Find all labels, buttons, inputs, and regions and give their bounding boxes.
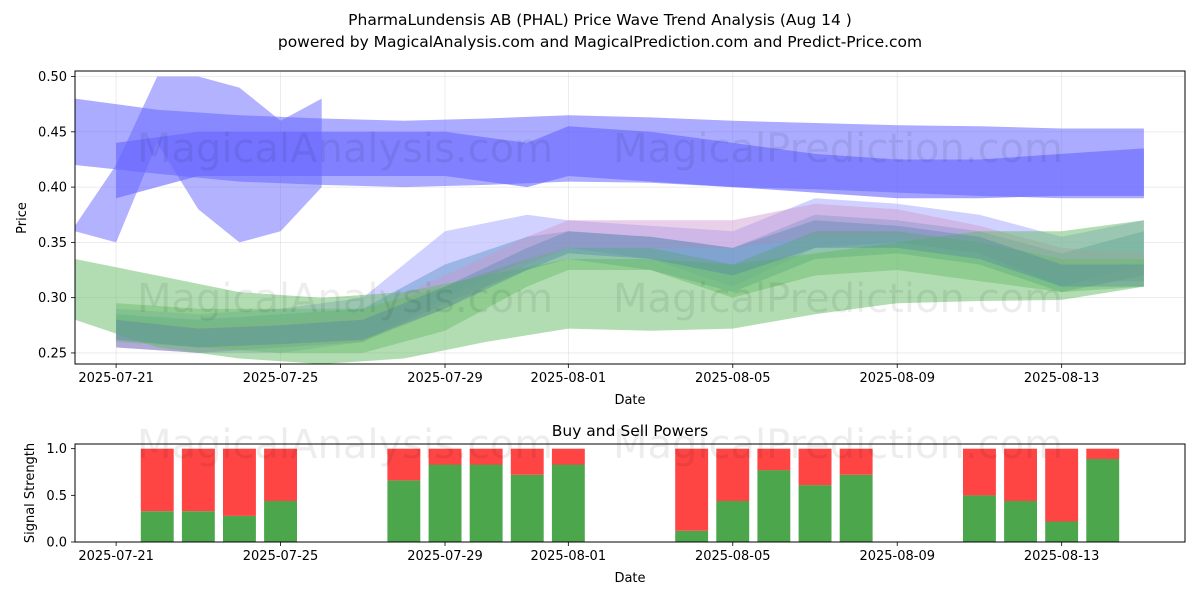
sell-power-bar: [675, 448, 709, 531]
buy-power-bar: [181, 511, 215, 542]
sell-power-bar: [1086, 448, 1120, 459]
signal-x-tick-label: 2025-08-01: [531, 549, 607, 564]
signal-chart: Buy and Sell Powers MagicalAnalysis.com …: [23, 422, 1186, 586]
price-wave-band-8: [116, 231, 1144, 353]
price-x-tick-label: 2025-07-21: [78, 371, 154, 386]
buy-power-bar: [716, 500, 750, 542]
buy-power-bar: [264, 500, 297, 542]
signal-x-tick-label: 2025-08-05: [695, 549, 771, 564]
price-y-tick-label: 0.30: [38, 291, 67, 306]
price-wave-band-9: [116, 220, 1144, 348]
buy-power-bar: [675, 530, 709, 542]
price-wave-band-7: [75, 220, 1144, 364]
price-bands: [75, 76, 1144, 364]
buy-power-bar: [839, 474, 873, 542]
sell-power-bar: [140, 448, 174, 512]
signal-x-ticks: 2025-07-21 2025-07-25 2025-07-29 2025-08-01…: [78, 542, 1099, 564]
sell-power-bar: [264, 448, 297, 501]
sell-power-bar: [428, 448, 462, 465]
buy-power-bar: [1045, 521, 1079, 542]
price-y-tick-label: 0.25: [38, 346, 67, 361]
price-y-tick-label: 0.45: [38, 125, 67, 140]
sell-power-bar: [757, 448, 791, 471]
sell-power-bar: [1004, 448, 1037, 501]
watermark-mid-left: MagicalAnalysis.com: [137, 276, 553, 322]
signal-x-tick-label: 2025-07-25: [243, 549, 319, 564]
watermark-bottom-right: MagicalPrediction.com: [613, 422, 1063, 468]
price-x-tick-label: 2025-07-25: [243, 371, 319, 386]
figure-title-line1: PharmaLundensis AB (PHAL) Price Wave Tre…: [348, 11, 852, 29]
sell-power-bar: [839, 448, 873, 475]
price-x-tick-label: 2025-08-05: [695, 371, 771, 386]
signal-x-tick-label: 2025-07-21: [78, 549, 154, 564]
price-chart: MagicalAnalysis.com MagicalPrediction.co…: [15, 70, 1186, 408]
buy-power-bar: [387, 480, 421, 542]
signal-y-axis-label: Signal Strength: [23, 443, 38, 543]
signal-y-tick-label: 0.0: [46, 536, 67, 551]
buy-power-bar: [140, 511, 174, 542]
price-y-tick-label: 0.50: [38, 70, 67, 85]
price-axes-frame: [74, 70, 1186, 365]
buy-power-bar: [469, 464, 503, 542]
price-wave-band-2: [116, 126, 1144, 199]
signal-x-tick-label: 2025-08-09: [859, 549, 935, 564]
price-y-tick-label: 0.35: [38, 236, 67, 251]
buy-power-bar: [428, 464, 462, 542]
signal-bars: [140, 448, 1120, 542]
sell-power-bar: [716, 448, 750, 501]
price-wave-band-3: [75, 76, 322, 243]
sell-power-bar: [469, 448, 503, 465]
buy-power-bar: [510, 474, 544, 542]
buy-power-bar: [223, 515, 256, 542]
buy-power-bar: [757, 470, 791, 542]
watermark-top-left: MagicalAnalysis.com: [137, 126, 553, 172]
signal-axes-frame: [74, 443, 1186, 543]
price-x-tick-label: 2025-08-13: [1024, 371, 1100, 386]
watermark-bottom-left: MagicalAnalysis.com: [137, 422, 553, 468]
signal-x-axis-label: Date: [614, 571, 645, 586]
buy-power-bar: [963, 495, 996, 542]
price-x-axis-label: Date: [614, 393, 645, 408]
sell-power-bar: [223, 448, 256, 516]
signal-x-tick-label: 2025-08-13: [1024, 549, 1100, 564]
sell-power-bar: [181, 448, 215, 512]
signal-y-tick-label: 0.5: [46, 489, 67, 504]
sell-power-bar: [798, 448, 832, 486]
signal-chart-title: Buy and Sell Powers: [552, 422, 709, 440]
signal-y-tick-label: 1.0: [46, 442, 67, 457]
price-x-ticks: 2025-07-21 2025-07-25 2025-07-29 2025-08-01…: [78, 364, 1099, 386]
price-x-tick-label: 2025-08-09: [859, 371, 935, 386]
sell-power-bar: [1045, 448, 1079, 522]
price-y-ticks: 0.25 0.30 0.35 0.40 0.45 0.50: [38, 70, 75, 361]
sell-power-bar: [387, 448, 421, 481]
price-x-tick-label: 2025-07-29: [407, 371, 483, 386]
buy-power-bar: [1086, 458, 1120, 542]
price-y-tick-label: 0.40: [38, 181, 67, 196]
buy-power-bar: [551, 464, 585, 542]
price-y-axis-label: Price: [15, 202, 30, 234]
sell-power-bar: [510, 448, 544, 475]
buy-power-bar: [1004, 500, 1037, 542]
signal-y-ticks: 0.0 0.5 1.0: [46, 442, 75, 551]
buy-power-bar: [798, 485, 832, 542]
watermark-top-right: MagicalPrediction.com: [613, 126, 1063, 172]
figure-title-line2: powered by MagicalAnalysis.com and Magic…: [278, 33, 922, 51]
sell-power-bar: [963, 448, 996, 496]
sell-power-bar: [551, 448, 585, 465]
price-x-tick-label: 2025-08-01: [531, 371, 607, 386]
signal-x-tick-label: 2025-07-29: [407, 549, 483, 564]
watermark-mid-right: MagicalPrediction.com: [613, 276, 1063, 322]
